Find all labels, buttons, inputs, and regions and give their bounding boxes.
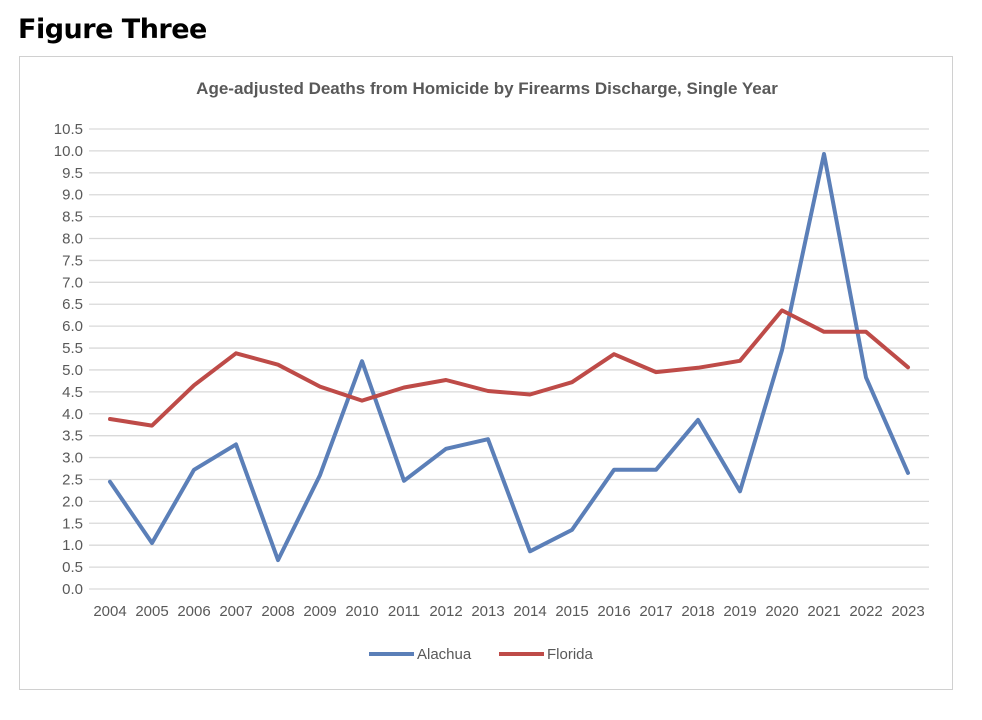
x-tick-label: 2008 bbox=[261, 603, 294, 620]
y-tick-label: 3.0 bbox=[62, 450, 83, 467]
y-tick-label: 6.5 bbox=[62, 296, 83, 313]
x-tick-label: 2015 bbox=[555, 603, 588, 620]
x-tick-label: 2014 bbox=[513, 603, 546, 620]
x-tick-label: 2018 bbox=[681, 603, 714, 620]
y-tick-label: 3.5 bbox=[62, 428, 83, 445]
chart-title: Age-adjusted Deaths from Homicide by Fir… bbox=[196, 79, 778, 98]
y-tick-label: 8.5 bbox=[62, 209, 83, 226]
y-tick-label: 6.0 bbox=[62, 318, 83, 335]
x-tick-label: 2023 bbox=[891, 603, 924, 620]
y-tick-label: 4.0 bbox=[62, 406, 83, 423]
x-tick-label: 2004 bbox=[93, 603, 126, 620]
x-tick-label: 2013 bbox=[471, 603, 504, 620]
y-tick-label: 1.0 bbox=[62, 537, 83, 554]
y-tick-label: 5.0 bbox=[62, 362, 83, 379]
series-lines bbox=[108, 152, 910, 563]
x-tick-label: 2007 bbox=[219, 603, 252, 620]
y-tick-label: 7.5 bbox=[62, 252, 83, 269]
x-tick-label: 2019 bbox=[723, 603, 756, 620]
y-axis-ticks: 0.0 0.5 1.0 1.5 2.0 2.5 3.0 3.5 4.0 4.5 5.0 5.5 6.0 6… bbox=[54, 121, 83, 598]
line-chart: Age-adjusted Deaths from Homicide by Fir… bbox=[54, 79, 929, 663]
x-tick-label: 2021 bbox=[807, 603, 840, 620]
chart-frame: Age-adjusted Deaths from Homicide by Fir… bbox=[19, 56, 953, 690]
y-tick-label: 9.0 bbox=[62, 187, 83, 204]
y-tick-label: 0.5 bbox=[62, 559, 83, 576]
gridlines bbox=[89, 128, 929, 590]
x-tick-label: 2022 bbox=[849, 603, 882, 620]
x-tick-label: 2016 bbox=[597, 603, 630, 620]
y-tick-label: 10.5 bbox=[54, 121, 83, 138]
x-axis-ticks: 2004 2005 2006 2007 2008 2009 2010 2011 2012 2013… bbox=[93, 603, 924, 620]
x-tick-label: 2006 bbox=[177, 603, 210, 620]
x-tick-label: 2020 bbox=[765, 603, 798, 620]
y-tick-label: 2.0 bbox=[62, 493, 83, 510]
y-tick-label: 8.0 bbox=[62, 231, 83, 248]
y-tick-label: 9.5 bbox=[62, 165, 83, 182]
x-tick-label: 2009 bbox=[303, 603, 336, 620]
legend: Alachua Florida bbox=[369, 646, 594, 663]
series-line-alachua bbox=[108, 152, 910, 563]
y-tick-label: 2.5 bbox=[62, 471, 83, 488]
x-tick-label: 2005 bbox=[135, 603, 168, 620]
y-tick-label: 10.0 bbox=[54, 143, 83, 160]
x-tick-label: 2010 bbox=[345, 603, 378, 620]
y-tick-label: 5.5 bbox=[62, 340, 83, 357]
y-tick-label: 0.0 bbox=[62, 581, 83, 598]
figure-heading: Figure Three bbox=[18, 14, 207, 45]
x-tick-label: 2011 bbox=[388, 603, 420, 620]
legend-label-alachua: Alachua bbox=[417, 646, 472, 663]
x-tick-label: 2017 bbox=[639, 603, 672, 620]
legend-label-florida: Florida bbox=[547, 646, 594, 663]
series-line-florida bbox=[108, 308, 910, 428]
x-tick-label: 2012 bbox=[429, 603, 462, 620]
y-tick-label: 1.5 bbox=[62, 515, 83, 532]
y-tick-label: 7.0 bbox=[62, 274, 83, 291]
y-tick-label: 4.5 bbox=[62, 384, 83, 401]
